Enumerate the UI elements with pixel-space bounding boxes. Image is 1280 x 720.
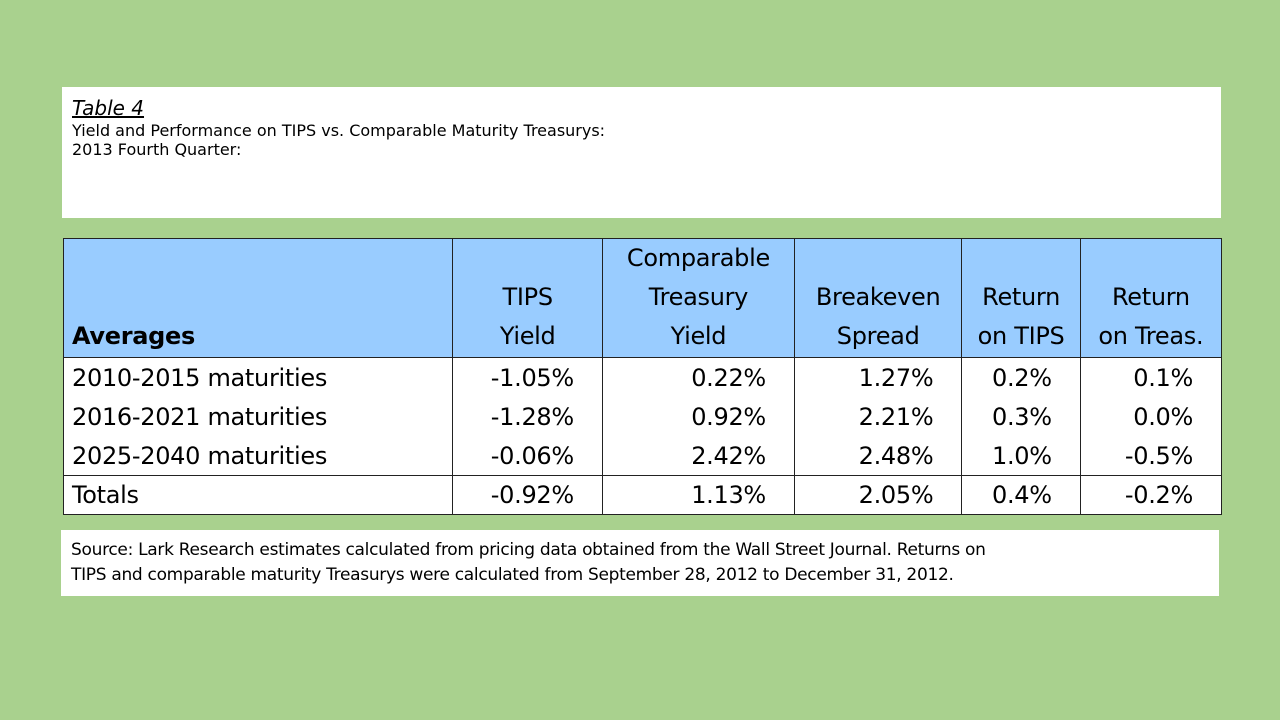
value-cell: 0.92% [601,397,795,436]
source-line: Source: Lark Research estimates calculat… [71,540,986,560]
header-line: on Treas. [1098,322,1204,350]
value-cell: -0.2% [1079,475,1222,515]
row-label: 2010-2015 maturities [72,363,328,392]
source-note: Source: Lark Research estimates calculat… [61,530,1219,596]
data-table: Averages TIPS Yield Comparable Treasury Yield… [63,238,1222,515]
header-line: Return [1111,283,1190,311]
table-label: Table 4 [72,96,145,120]
value-cell: 0.3% [961,397,1081,436]
column-header: Return on Treas. [1079,238,1222,358]
title-line: Yield and Performance on TIPS vs. Compar… [72,121,606,140]
header-line: Averages [72,322,196,350]
value-cell: 2.05% [793,475,962,515]
header-line: Spread [836,322,920,350]
column-header: Breakeven Spread [793,238,962,358]
column-header: Comparable Treasury Yield [601,238,795,358]
value-cell: 0.0% [1079,397,1222,436]
value-cell: -0.5% [1079,436,1222,476]
header-row: Averages TIPS Yield Comparable Treasury Yield… [63,238,1222,358]
header-line: TIPS [502,283,554,311]
value-cell: 1.13% [601,475,795,515]
column-header: Return on TIPS [961,238,1081,358]
column-header: TIPS Yield [452,238,603,358]
value-cell: -0.06% [452,436,603,476]
value-cell: 0.4% [961,475,1081,515]
header-line: Yield [499,322,556,350]
header-line: Yield [670,322,727,350]
column-header: Averages [63,238,453,358]
table-row: 2010-2015 maturities -1.05% 0.22% 1.27% 0.2%… [64,357,1222,397]
value-cell: 1.0% [961,436,1081,476]
title-box: Table 4 Yield and Performance on TIPS vs… [62,87,1221,218]
value-cell: 2.42% [601,436,795,476]
table-body: 2010-2015 maturities -1.05% 0.22% 1.27% 0.2%… [63,357,1222,515]
value-cell: 0.2% [961,357,1081,397]
value-cell: -1.28% [452,397,603,436]
table-row: 2025-2040 maturities -0.06% 2.42% 2.48% 1.0%… [64,436,1222,476]
source-line: TIPS and comparable maturity Treasurys w… [71,565,954,585]
value-cell: 1.27% [793,357,962,397]
totals-row: Totals -0.92% 1.13% 2.05% 0.4% -0.2% [63,475,1222,515]
header-line: Return [982,283,1060,311]
table-row: 2016-2021 maturities -1.28% 0.92% 2.21% 0.3%… [64,397,1222,436]
value-cell: -1.05% [452,357,603,397]
row-label: 2016-2021 maturities [72,402,328,431]
header-line: Treasury [648,283,749,311]
row-label: Totals [63,475,453,515]
header-line: Breakeven [815,283,941,311]
header-line: Comparable [626,244,770,272]
value-cell: 0.1% [1079,357,1222,397]
value-cell: 0.22% [601,357,795,397]
value-cell: -0.92% [452,475,603,515]
row-label: 2025-2040 maturities [72,441,328,470]
header-line: on TIPS [977,322,1065,350]
title-line: 2013 Fourth Quarter: [72,140,242,159]
value-cell: 2.21% [793,397,962,436]
value-cell: 2.48% [793,436,962,476]
